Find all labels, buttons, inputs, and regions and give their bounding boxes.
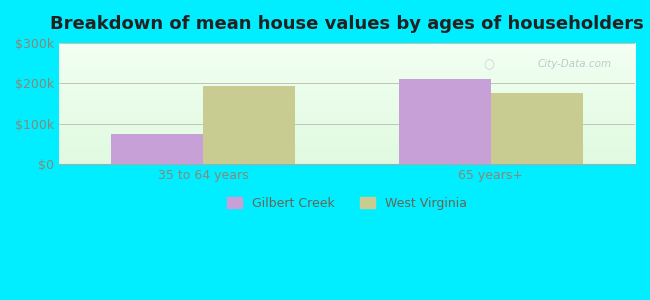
Legend: Gilbert Creek, West Virginia: Gilbert Creek, West Virginia: [222, 192, 472, 215]
Text: ○: ○: [483, 58, 494, 72]
Bar: [203, 86, 295, 164]
Bar: [399, 79, 491, 164]
Title: Breakdown of mean house values by ages of householders: Breakdown of mean house values by ages o…: [50, 15, 644, 33]
Text: City-Data.com: City-Data.com: [538, 58, 612, 69]
Bar: [491, 93, 583, 164]
Bar: [111, 134, 203, 164]
